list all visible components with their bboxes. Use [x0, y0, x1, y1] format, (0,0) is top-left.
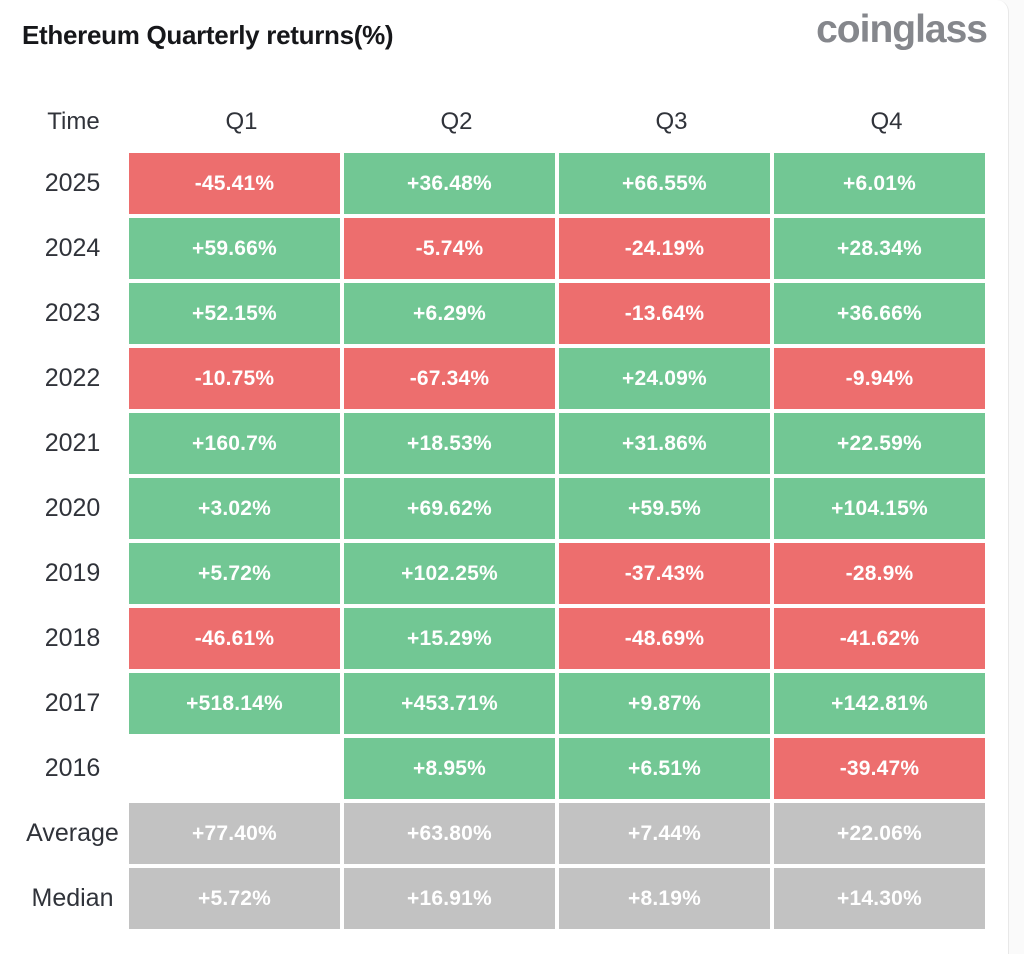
- cell-2016-q1: [129, 738, 340, 799]
- cell-2017-q3: +9.87%: [559, 673, 770, 734]
- cell-average-q1: +77.40%: [129, 803, 340, 864]
- row-label-2024: 2024: [44, 234, 101, 262]
- cell-2023-q1: +52.15%: [129, 283, 340, 344]
- quarterly-returns-table: Time Q1 Q2 Q3 Q4 2025 -45.41% +36.48% +66.55% +6.…: [0, 95, 985, 929]
- cell-2018-q4: -41.62%: [774, 608, 985, 669]
- cell-2023-q2: +6.29%: [344, 283, 555, 344]
- column-header-q2: Q2: [440, 108, 473, 135]
- cell-median-q3: +8.19%: [559, 868, 770, 929]
- cell-2025-q1: -45.41%: [129, 153, 340, 214]
- cell-2021-q4: +22.59%: [774, 413, 985, 474]
- column-header-q1: Q1: [225, 108, 258, 135]
- cell-2023-q3: -13.64%: [559, 283, 770, 344]
- cell-2017-q2: +453.71%: [344, 673, 555, 734]
- cell-2020-q3: +59.5%: [559, 478, 770, 539]
- cell-2018-q1: -46.61%: [129, 608, 340, 669]
- row-label-2023: 2023: [44, 299, 101, 327]
- cell-2021-q1: +160.7%: [129, 413, 340, 474]
- cell-2016-q3: +6.51%: [559, 738, 770, 799]
- cell-2022-q1: -10.75%: [129, 348, 340, 409]
- cell-2018-q3: -48.69%: [559, 608, 770, 669]
- column-header-q4: Q4: [870, 108, 903, 135]
- cell-median-q1: +5.72%: [129, 868, 340, 929]
- row-label-median: Median: [31, 884, 114, 912]
- cell-2020-q1: +3.02%: [129, 478, 340, 539]
- cell-2025-q2: +36.48%: [344, 153, 555, 214]
- column-header-time: Time: [47, 108, 100, 135]
- cell-2022-q2: -67.34%: [344, 348, 555, 409]
- cell-2021-q3: +31.86%: [559, 413, 770, 474]
- cell-2024-q1: +59.66%: [129, 218, 340, 279]
- cell-2019-q3: -37.43%: [559, 543, 770, 604]
- row-label-2019: 2019: [44, 559, 101, 587]
- cell-2025-q4: +6.01%: [774, 153, 985, 214]
- cell-2024-q4: +28.34%: [774, 218, 985, 279]
- cell-2020-q4: +104.15%: [774, 478, 985, 539]
- cell-2023-q4: +36.66%: [774, 283, 985, 344]
- cell-2022-q4: -9.94%: [774, 348, 985, 409]
- cell-2021-q2: +18.53%: [344, 413, 555, 474]
- cell-average-q2: +63.80%: [344, 803, 555, 864]
- cell-median-q4: +14.30%: [774, 868, 985, 929]
- row-label-2022: 2022: [44, 364, 101, 392]
- cell-2024-q2: -5.74%: [344, 218, 555, 279]
- row-label-2018: 2018: [44, 624, 101, 652]
- cell-2022-q3: +24.09%: [559, 348, 770, 409]
- row-label-2020: 2020: [44, 494, 101, 522]
- cell-2018-q2: +15.29%: [344, 608, 555, 669]
- row-label-2016: 2016: [44, 754, 101, 782]
- cell-2016-q4: -39.47%: [774, 738, 985, 799]
- cell-2017-q1: +518.14%: [129, 673, 340, 734]
- cell-median-q2: +16.91%: [344, 868, 555, 929]
- cell-2019-q1: +5.72%: [129, 543, 340, 604]
- row-label-average: Average: [26, 819, 119, 847]
- column-header-q3: Q3: [655, 108, 688, 135]
- page-title: Ethereum Quarterly returns(%): [22, 20, 394, 50]
- cell-2019-q2: +102.25%: [344, 543, 555, 604]
- row-label-2021: 2021: [44, 429, 101, 457]
- row-label-2025: 2025: [44, 169, 101, 197]
- cell-2020-q2: +69.62%: [344, 478, 555, 539]
- cell-2024-q3: -24.19%: [559, 218, 770, 279]
- row-label-2017: 2017: [44, 689, 101, 717]
- cell-2019-q4: -28.9%: [774, 543, 985, 604]
- cell-average-q3: +7.44%: [559, 803, 770, 864]
- page-background-edge: [1009, 0, 1024, 954]
- cell-2025-q3: +66.55%: [559, 153, 770, 214]
- cell-average-q4: +22.06%: [774, 803, 985, 864]
- coinglass-logo[interactable]: coinglass: [816, 8, 988, 51]
- cell-2017-q4: +142.81%: [774, 673, 985, 734]
- cell-2016-q2: +8.95%: [344, 738, 555, 799]
